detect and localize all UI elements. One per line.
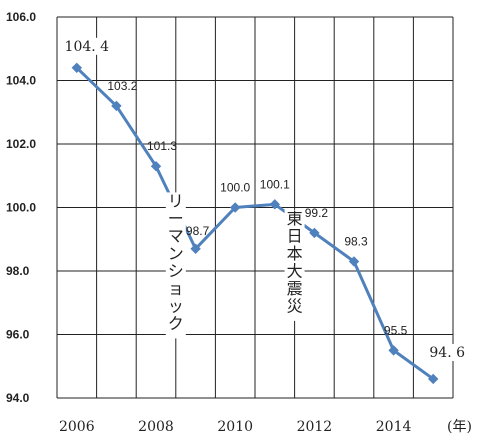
y-tick-label: 104.0 [6,74,36,88]
y-tick-label: 102.0 [6,137,36,151]
x-tick-label: 2014 [376,419,412,435]
data-label: 99.2 [305,206,329,220]
y-tick-label: 106.0 [6,10,36,24]
x-unit-label: (年) [447,419,472,435]
data-label: 100.0 [220,181,250,195]
y-tick-label: 100.0 [6,201,36,215]
data-labels: 104. 4 103.2 101.3 98.7 100.0 100.1 99.2 98.3 95… [64,37,470,361]
data-label: 94. 6 [429,345,465,361]
data-point-marker [269,199,281,210]
data-label: 98.3 [344,234,368,248]
annotations: リーマンショック 東日本大震災 [165,191,305,339]
x-tick-label: 2006 [59,419,95,435]
annotation-bg [284,209,305,321]
data-point-marker [388,345,399,356]
data-label-bg [64,37,109,55]
data-point-marker [427,373,439,385]
y-tick-label: 98.0 [6,264,30,278]
annotation-text: 東日本大震災 [287,209,303,316]
y-tick-label: 96.0 [6,328,30,342]
x-tick-label: 2008 [138,419,174,435]
annotation-text: リーマンショック [168,191,184,333]
x-tick-label: 2012 [297,419,333,435]
data-point-marker [150,161,162,172]
x-axis-ticks: 2006 2008 2010 2012 2014 [59,419,412,435]
data-label-bg [425,343,470,361]
x-tick-label: 2010 [217,419,253,435]
y-tick-label: 94.0 [6,391,30,405]
data-label: 103.2 [107,79,137,93]
data-label: 104. 4 [65,39,110,55]
data-point-marker [190,243,201,254]
data-point-marker [229,202,241,213]
data-point-marker [111,100,122,112]
data-point-marker [71,62,83,74]
data-point-marker [309,227,320,239]
data-label: 100.1 [260,177,290,191]
data-label: 95.5 [384,323,408,337]
annotation-bg [165,192,186,339]
series-line [75,66,435,381]
y-axis-ticks: 94.0 96.0 98.0 100.0 102.0 104.0 106.0 [6,10,36,405]
data-point-marker [348,256,360,267]
data-label: 98.7 [186,224,210,238]
data-label: 101.3 [147,139,177,153]
series [71,62,439,385]
grid [56,16,454,399]
